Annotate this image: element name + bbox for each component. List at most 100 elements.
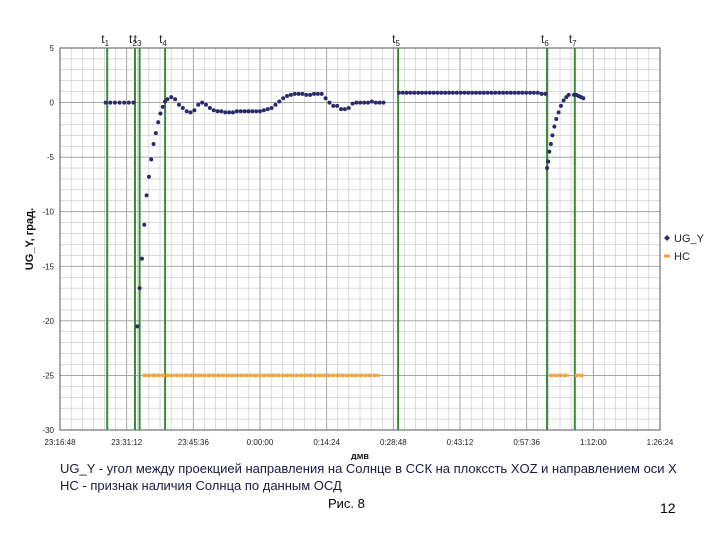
- ug-y-point: [173, 97, 178, 102]
- ug-y-point: [504, 90, 509, 95]
- ug-y-point: [265, 107, 270, 112]
- ug-y-point: [516, 90, 521, 95]
- ug-y-point: [547, 149, 552, 154]
- ug-y-point: [545, 166, 550, 171]
- plot-area: [59, 47, 661, 431]
- x-tick-label: 0:28:48: [380, 438, 407, 447]
- ug-y-point: [151, 142, 156, 147]
- ug-y-point: [227, 110, 232, 115]
- event-label-t7: t7: [569, 32, 577, 48]
- ug-y-point: [539, 91, 544, 96]
- y-axis-label: UG_Y, град.: [24, 208, 36, 270]
- ug-y-point: [288, 92, 293, 97]
- ug-y-point: [431, 90, 436, 95]
- ug-y-point: [139, 256, 144, 261]
- ug-y-point: [319, 91, 324, 96]
- legend-marker-ug-y: [664, 235, 670, 241]
- ug-y-point: [144, 193, 149, 198]
- y-tick-label: -30: [42, 426, 54, 435]
- ug-y-point: [358, 100, 363, 105]
- legend-marker-hc: [664, 254, 670, 258]
- ug-y-point: [535, 90, 540, 95]
- x-axis-label: дмв: [351, 451, 369, 460]
- ug-y-point: [369, 99, 374, 104]
- grid: [59, 47, 661, 431]
- ug-y-point: [531, 90, 536, 95]
- event-label-t1: t1: [101, 32, 109, 48]
- ug-y-point: [350, 101, 355, 106]
- event-label-t2: t2: [129, 32, 137, 48]
- ug-y-point: [420, 90, 425, 95]
- ug-y-point: [466, 90, 471, 95]
- ug-y-point: [300, 91, 305, 96]
- ug-y-point: [242, 109, 247, 114]
- ug-y-point: [273, 102, 278, 107]
- ug-y-point: [412, 90, 417, 95]
- ug-y-point: [556, 110, 561, 115]
- ug-y-point: [180, 106, 185, 111]
- ug-y-point: [552, 124, 557, 129]
- ug-y-point: [153, 131, 158, 136]
- ug-y-point: [400, 90, 405, 95]
- ug-y-point: [377, 100, 382, 105]
- ug-y-point: [501, 90, 506, 95]
- ug-y-point: [323, 96, 328, 101]
- caption-ug-y: UG_Y - угол между проекцией направления …: [60, 461, 677, 476]
- ug-y-point: [277, 99, 282, 104]
- y-tick-label: -25: [42, 371, 54, 380]
- ug-y-point: [404, 90, 409, 95]
- ug-y-point: [223, 110, 228, 115]
- ug-y-point: [481, 90, 486, 95]
- x-tick-label: 1:12:00: [580, 438, 607, 447]
- event-label-t4: t4: [159, 32, 167, 48]
- ug-y-point: [366, 100, 371, 105]
- ug-y-point: [146, 174, 151, 179]
- ug-y-point: [169, 95, 174, 100]
- ug-y-point: [427, 90, 432, 95]
- ug-y-point: [554, 116, 559, 121]
- x-tick-label: 0:00:00: [247, 438, 274, 447]
- ug-y-point: [261, 108, 266, 113]
- ug-y-point: [165, 97, 170, 102]
- y-tick-label: -15: [42, 262, 54, 271]
- figure-label: Рис. 8: [328, 496, 365, 511]
- ug-y-point: [126, 100, 131, 105]
- ug-y-point: [211, 108, 216, 113]
- ug-y-point: [435, 90, 440, 95]
- ug-y-point: [450, 90, 455, 95]
- ug-y-point: [335, 103, 340, 108]
- event-label-t3: t3: [134, 32, 142, 48]
- ug-y-point: [581, 96, 586, 101]
- legend-label-ug-y: UG_Y: [674, 233, 705, 245]
- ug-y-point: [269, 106, 274, 111]
- event-label-t6: t6: [541, 32, 549, 48]
- ug-y-point: [327, 100, 332, 105]
- ug-y-point: [447, 90, 452, 95]
- ug-y-point: [331, 103, 336, 108]
- ug-y-point: [543, 91, 548, 96]
- ug-y-point: [292, 91, 297, 96]
- ug-y-point: [493, 90, 498, 95]
- ug-y-point: [131, 100, 136, 105]
- ug-y-point: [558, 103, 563, 108]
- ug-y-point: [281, 96, 286, 101]
- ug-y-point: [524, 90, 529, 95]
- ug-y-point: [520, 90, 525, 95]
- ug-y-point: [112, 100, 117, 105]
- ug-y-point: [373, 100, 378, 105]
- chart: 5 0 -5 -10 -15 -20 -25 -30 23:16:48 23:31:12 23:4…: [24, 32, 705, 460]
- ug-y-point: [458, 90, 463, 95]
- ug-y-point: [230, 110, 235, 115]
- y-tick-label: 0: [50, 99, 55, 108]
- ug-y-point: [192, 108, 197, 113]
- ug-y-point: [512, 90, 517, 95]
- ug-y-point: [207, 106, 212, 111]
- ug-y-point: [439, 90, 444, 95]
- ug-y-point: [117, 100, 122, 105]
- ug-y-point: [142, 222, 147, 227]
- ug-y-point: [137, 286, 142, 291]
- ug-y-point: [158, 111, 163, 116]
- ug-y-point: [408, 90, 413, 95]
- event-label-t5: t5: [392, 32, 400, 48]
- y-tick-label: -10: [42, 208, 54, 217]
